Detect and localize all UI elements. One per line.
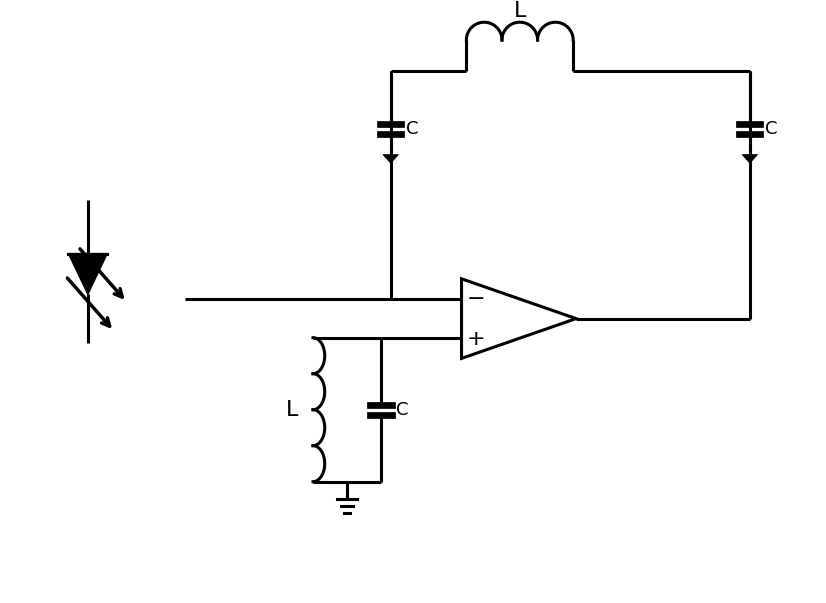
Polygon shape: [383, 154, 398, 163]
Text: C: C: [766, 121, 778, 138]
Text: L: L: [514, 1, 526, 21]
Text: +: +: [467, 329, 486, 349]
Polygon shape: [69, 253, 107, 294]
Text: −: −: [467, 288, 486, 309]
Text: L: L: [286, 400, 298, 420]
Text: C: C: [396, 400, 409, 418]
Polygon shape: [742, 154, 757, 163]
Text: C: C: [406, 121, 419, 138]
